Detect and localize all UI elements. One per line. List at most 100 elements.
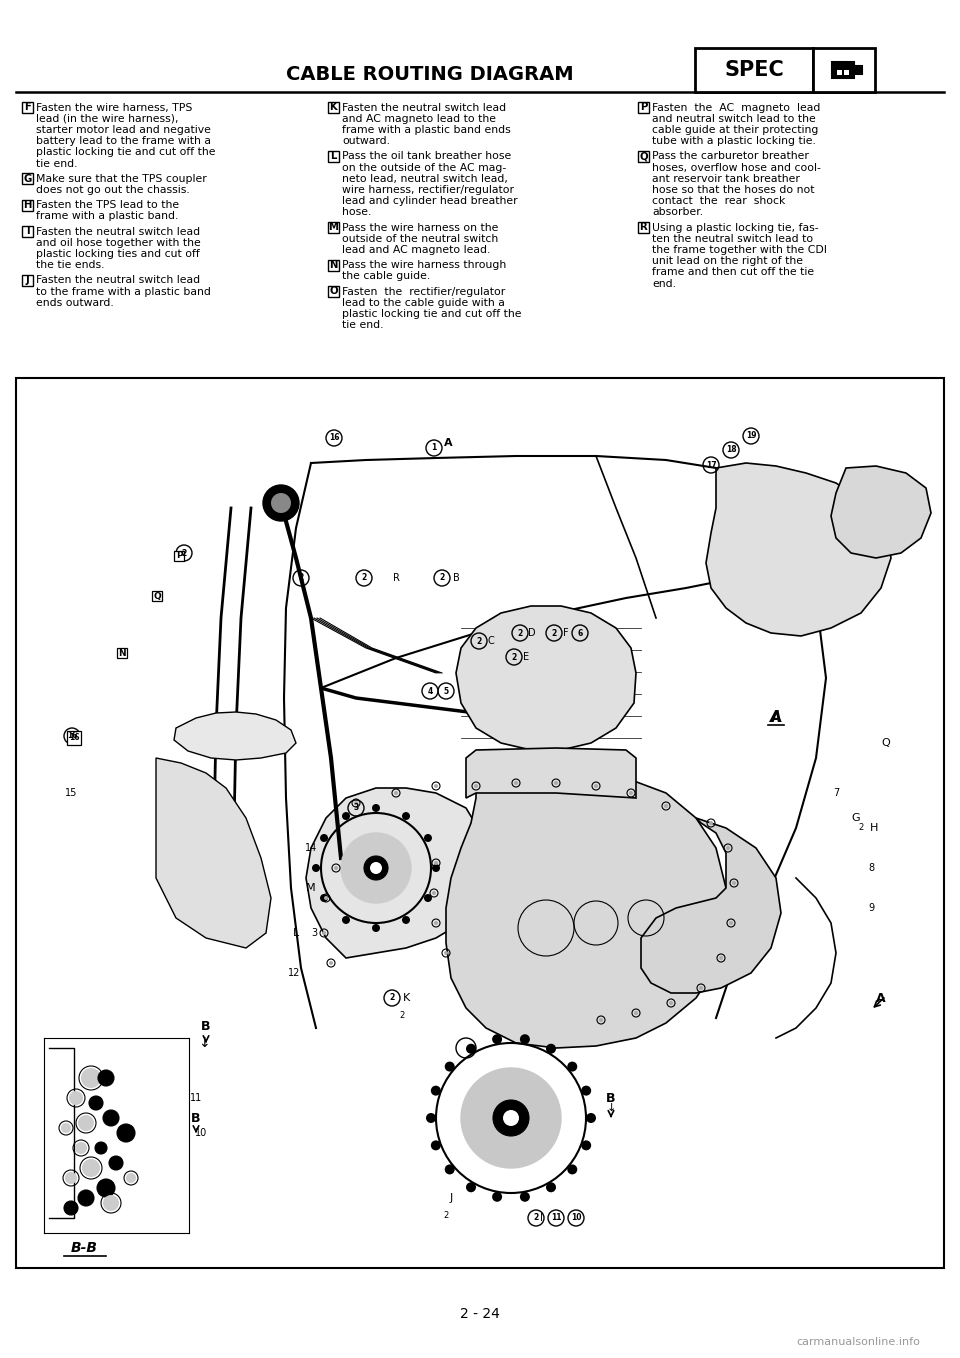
Text: hose so that the hoses do not: hose so that the hoses do not (652, 185, 814, 196)
Text: CABLE ROUTING DIAGRAM: CABLE ROUTING DIAGRAM (286, 65, 574, 84)
Circle shape (95, 1142, 107, 1154)
Circle shape (426, 1114, 436, 1123)
Text: C: C (488, 636, 494, 646)
Text: 2: 2 (390, 994, 395, 1002)
Text: 2: 2 (534, 1214, 539, 1222)
Text: ↓: ↓ (607, 1103, 615, 1114)
Text: the tie ends.: the tie ends. (36, 261, 105, 270)
Circle shape (729, 921, 733, 925)
Circle shape (474, 784, 478, 788)
Text: ant reservoir tank breather: ant reservoir tank breather (652, 174, 800, 183)
Text: Fasten  the  AC  magneto  lead: Fasten the AC magneto lead (652, 103, 821, 113)
Text: 2 - 24: 2 - 24 (460, 1306, 500, 1321)
Circle shape (69, 1090, 83, 1105)
Text: B: B (452, 573, 460, 583)
Text: end.: end. (652, 278, 676, 289)
Bar (117, 648, 127, 659)
Text: lead (in the wire harness),: lead (in the wire harness), (36, 114, 179, 124)
Text: 9: 9 (868, 903, 874, 913)
Circle shape (709, 822, 713, 826)
Text: plastic locking ties and cut off: plastic locking ties and cut off (36, 249, 200, 259)
Text: 12: 12 (288, 968, 300, 978)
Text: contact  the  rear  shock: contact the rear shock (652, 196, 785, 206)
Circle shape (98, 1070, 114, 1086)
Text: Using a plastic locking tie, fas-: Using a plastic locking tie, fas- (652, 223, 819, 232)
Circle shape (117, 1124, 135, 1142)
Text: wire harness, rectifier/regulator: wire harness, rectifier/regulator (342, 185, 514, 196)
Text: ↓: ↓ (198, 1036, 210, 1050)
Text: 10: 10 (195, 1128, 207, 1138)
Text: 2: 2 (444, 1211, 448, 1221)
Text: Pass the carburetor breather: Pass the carburetor breather (652, 151, 809, 162)
Text: F: F (564, 627, 569, 638)
Text: Fasten the neutral switch lead: Fasten the neutral switch lead (342, 103, 506, 113)
Bar (328, 259, 339, 270)
Text: on the outside of the AC mag-: on the outside of the AC mag- (342, 163, 506, 172)
Bar (174, 551, 184, 561)
Text: N: N (118, 649, 126, 657)
Text: 2: 2 (551, 629, 557, 637)
Circle shape (567, 1062, 577, 1071)
Circle shape (271, 493, 291, 513)
Circle shape (64, 1200, 78, 1215)
Text: frame with a plastic band.: frame with a plastic band. (36, 212, 179, 221)
Text: 2: 2 (440, 573, 444, 583)
Text: 2: 2 (299, 573, 303, 583)
Text: J: J (26, 276, 30, 285)
Circle shape (699, 986, 703, 990)
Text: B: B (607, 1092, 615, 1104)
Bar (813, 48, 875, 92)
Text: frame and then cut off the tie: frame and then cut off the tie (652, 268, 814, 277)
Text: R: R (393, 573, 399, 583)
Circle shape (81, 1067, 101, 1088)
Bar (695, 48, 813, 92)
Text: 8: 8 (868, 862, 874, 873)
Bar (638, 102, 649, 113)
Text: P: P (639, 102, 647, 113)
Text: 14: 14 (305, 843, 317, 853)
Bar (22, 174, 33, 185)
Circle shape (581, 1141, 591, 1150)
Text: Q: Q (154, 592, 161, 600)
Text: hose.: hose. (342, 208, 372, 217)
Text: 2: 2 (858, 823, 864, 832)
Text: starter motor lead and negative: starter motor lead and negative (36, 125, 211, 134)
Text: I: I (26, 227, 30, 236)
Text: K: K (402, 993, 410, 1004)
Text: tie end.: tie end. (36, 159, 78, 168)
Text: tie end.: tie end. (342, 320, 383, 330)
Text: 1: 1 (431, 444, 437, 452)
Polygon shape (306, 788, 486, 957)
Text: G: G (852, 813, 860, 823)
Circle shape (492, 1192, 502, 1202)
Circle shape (78, 1115, 94, 1131)
Bar (844, 71, 849, 75)
Text: cable guide at their protecting: cable guide at their protecting (652, 125, 818, 134)
Circle shape (394, 790, 398, 794)
Circle shape (669, 1001, 673, 1005)
Circle shape (320, 834, 328, 842)
Circle shape (370, 862, 382, 875)
Polygon shape (641, 818, 781, 993)
Text: O: O (329, 287, 338, 296)
Bar (22, 200, 33, 210)
Text: L: L (330, 151, 337, 162)
Circle shape (103, 1195, 119, 1211)
Text: 2: 2 (399, 1012, 404, 1020)
Text: carmanualsonline.info: carmanualsonline.info (796, 1338, 920, 1347)
Circle shape (492, 1035, 502, 1044)
Text: B: B (202, 1020, 211, 1032)
Text: outward.: outward. (342, 136, 390, 147)
Text: 10: 10 (571, 1214, 581, 1222)
Text: A: A (444, 439, 452, 448)
Bar (328, 221, 339, 234)
Text: does not go out the chassis.: does not go out the chassis. (36, 185, 190, 196)
Text: 16: 16 (69, 733, 80, 743)
Text: Pass the oil tank breather hose: Pass the oil tank breather hose (342, 151, 512, 162)
Text: 17: 17 (706, 460, 716, 470)
Text: D: D (528, 627, 536, 638)
Circle shape (341, 832, 411, 903)
Text: the frame together with the CDI: the frame together with the CDI (652, 244, 827, 255)
Circle shape (364, 856, 388, 880)
Text: frame with a plastic band ends: frame with a plastic band ends (342, 125, 511, 134)
